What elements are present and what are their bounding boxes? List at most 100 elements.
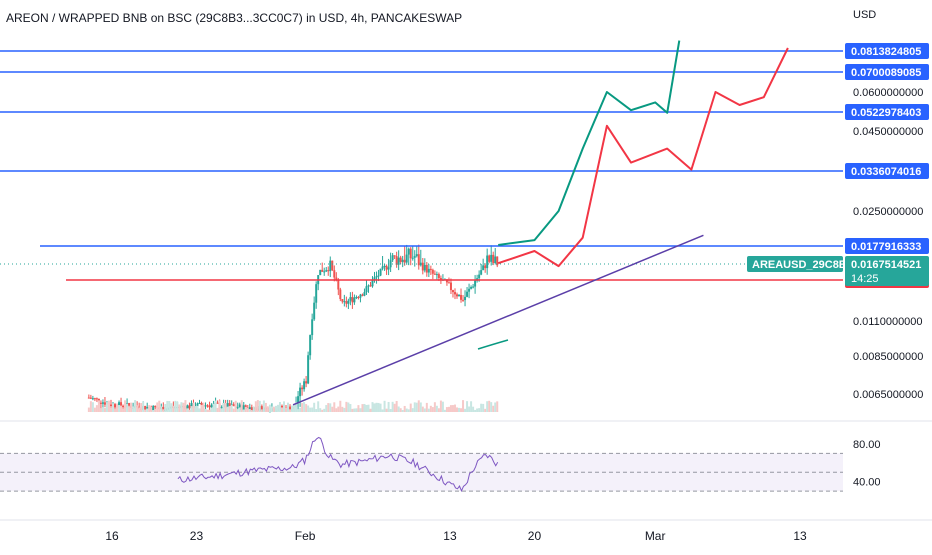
candle-body [494,256,497,264]
candle-body [248,407,251,410]
volume-bar [371,402,374,412]
candle-body [341,299,344,302]
volume-bar [301,403,304,412]
candle-body [407,248,410,255]
volume-bar [148,405,151,412]
volume-bar [415,402,418,412]
candle-body [474,280,477,287]
volume-bar [389,409,392,412]
x-tick-label: 13 [443,529,457,543]
rsi-pane: 80.00 40.00 [0,420,932,493]
candle-body [427,268,430,273]
volume-bar [186,408,189,412]
volume-bar [109,407,112,412]
candle-body [431,269,434,274]
volume-bar [311,407,314,412]
volume-bar [486,401,489,412]
candle-body [128,403,131,406]
candle-body [87,397,90,399]
volume-bar [120,405,123,412]
candle-body [425,264,428,273]
volume-bar [333,402,336,412]
volume-bar [192,402,195,412]
volume-bar [403,405,406,412]
candle-body [299,387,302,397]
volume-bar [313,402,316,412]
volume-bar [456,407,458,412]
candle-body [323,271,326,273]
candle-body [464,296,467,301]
x-tick-label: 23 [190,529,204,543]
green-stroke-mark [477,339,509,350]
volume-bar [282,401,285,412]
candle-body [363,292,366,296]
volume-bar [339,400,342,412]
volume-bar [307,405,310,412]
candle-body [210,404,213,408]
volume-bar [236,409,239,412]
volume-bar [194,406,197,412]
volume-bar [254,401,257,412]
candle-body [437,274,440,279]
volume-bar [87,407,90,412]
volume-bar [196,405,199,412]
volume-bar [287,402,290,412]
volume-bar [297,409,300,412]
candle-body [486,255,489,269]
volume-bar [379,403,382,412]
volume-bar [466,401,469,412]
red-projection-path [497,47,789,268]
volume-bar [421,406,424,412]
volume-bar [248,409,251,412]
candle-body [401,259,404,262]
time-axis[interactable]: 16 23 Feb 13 20 Mar 13 [0,519,932,543]
candle-body [466,291,469,297]
candle-body [365,286,368,293]
candle-body [196,403,199,408]
volume-bar [112,403,114,412]
volume-bar [335,408,338,412]
volume-bar [266,406,269,412]
volume-bar [262,400,265,412]
volume-bar [230,404,233,412]
volume-bar [351,408,354,412]
volume-bar [387,401,390,412]
volume-bar [425,402,428,412]
volume-bar [188,409,191,412]
volume-bar [260,409,263,412]
volume-bar [116,403,119,412]
volume-bar [303,402,306,412]
volume-bar [315,409,318,412]
volume-bar [276,404,279,412]
candle-body [351,297,354,303]
volume-bar [285,407,288,412]
volume-bar [488,400,491,412]
candle-body [289,406,292,412]
volume-bar [224,402,227,412]
volume-bar [166,400,169,412]
candle-body [399,257,402,262]
volume-bar [118,405,121,412]
price-axis[interactable]: 0.0813824805 0.0700089085 0.0522978403 0.03… [747,43,929,401]
candle-body [325,270,328,272]
candle-body [349,297,352,301]
volume-bar [214,400,217,412]
volume-bar [140,403,143,412]
volume-bar [405,408,408,412]
candle-body [301,387,304,390]
volume-bar [327,403,330,412]
candle-body [204,405,207,407]
y-tick-label: 0.0450000000 [853,126,923,138]
volume-bar [431,407,434,412]
candle-body [188,405,191,409]
candle-body [244,405,247,408]
candle-body [335,277,338,280]
candle-body [198,402,201,404]
candle-body [307,355,310,384]
candle-body [403,259,406,263]
volume-bar [373,403,376,412]
symbol-tag [747,256,843,272]
volume-bar [375,402,378,412]
